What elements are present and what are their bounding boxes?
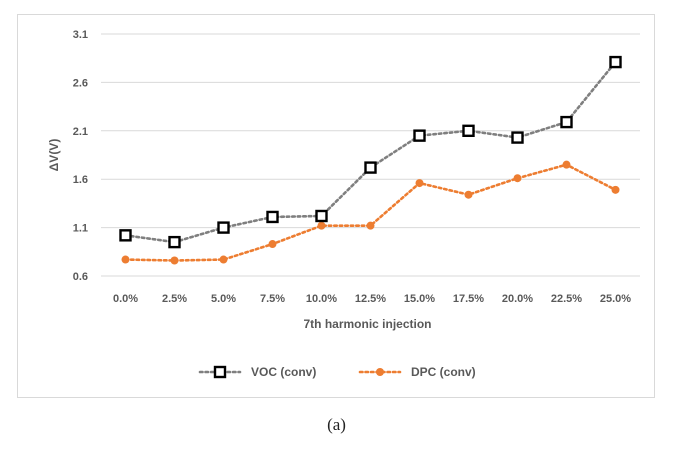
x-tick-label: 2.5% [162, 293, 187, 305]
x-tick-label: 10.0% [306, 293, 337, 305]
voc-conv-point [413, 129, 426, 142]
voc-conv-point [315, 209, 328, 223]
dpc-conv-point [219, 255, 228, 264]
y-tick-label: 2.1 [73, 126, 88, 138]
y-axis-label: ΔV(V) [47, 139, 61, 172]
y-tick-label: 1.1 [73, 223, 88, 235]
dpc-conv-point [170, 256, 179, 265]
voc-conv-point [511, 131, 524, 144]
x-axis-label: 7th harmonic injection [303, 317, 431, 331]
figure-caption: (a) [327, 415, 346, 434]
x-tick-label: 7.5% [260, 293, 285, 305]
dpc-conv-point [317, 221, 326, 230]
voc-conv-point [462, 124, 475, 138]
dpc-conv-point [415, 179, 424, 188]
x-tick-label: 22.5% [551, 293, 582, 305]
x-tick-label: 20.0% [502, 293, 533, 305]
dpc-conv-point [464, 190, 473, 199]
y-tick-label: 0.6 [73, 271, 88, 283]
dpc-conv-point [611, 185, 620, 194]
chart-frame [17, 14, 655, 398]
voc-conv-point [168, 235, 181, 249]
voc-conv-point [609, 55, 622, 69]
x-tick-label: 0.0% [113, 293, 138, 305]
voc-conv-point [364, 161, 377, 174]
voc-conv-series-line [124, 60, 617, 244]
dpc-conv-point [366, 221, 375, 230]
x-tick-label: 15.0% [404, 293, 435, 305]
voc-conv-point [119, 229, 132, 242]
dpc-conv-point [121, 255, 130, 264]
y-tick-label: 1.6 [73, 174, 88, 186]
dpc-conv-point [268, 240, 277, 249]
voc-conv-legend-marker [213, 365, 227, 379]
voc-conv-legend-label: VOC (conv) [251, 365, 316, 379]
dpc-conv-legend-label: DPC (conv) [411, 365, 476, 379]
voc-conv-point [217, 221, 230, 234]
voc-conv-point [266, 210, 279, 224]
voc-conv-point [560, 115, 573, 129]
x-tick-label: 5.0% [211, 293, 236, 305]
dpc-conv-legend-marker [376, 368, 384, 376]
x-tick-label: 12.5% [355, 293, 386, 305]
y-tick-label: 2.6 [73, 77, 88, 89]
dpc-conv-point [562, 160, 571, 169]
x-tick-label: 17.5% [453, 293, 484, 305]
x-tick-label: 25.0% [600, 293, 631, 305]
y-tick-label: 3.1 [73, 29, 88, 41]
dpc-conv-point [513, 174, 522, 183]
